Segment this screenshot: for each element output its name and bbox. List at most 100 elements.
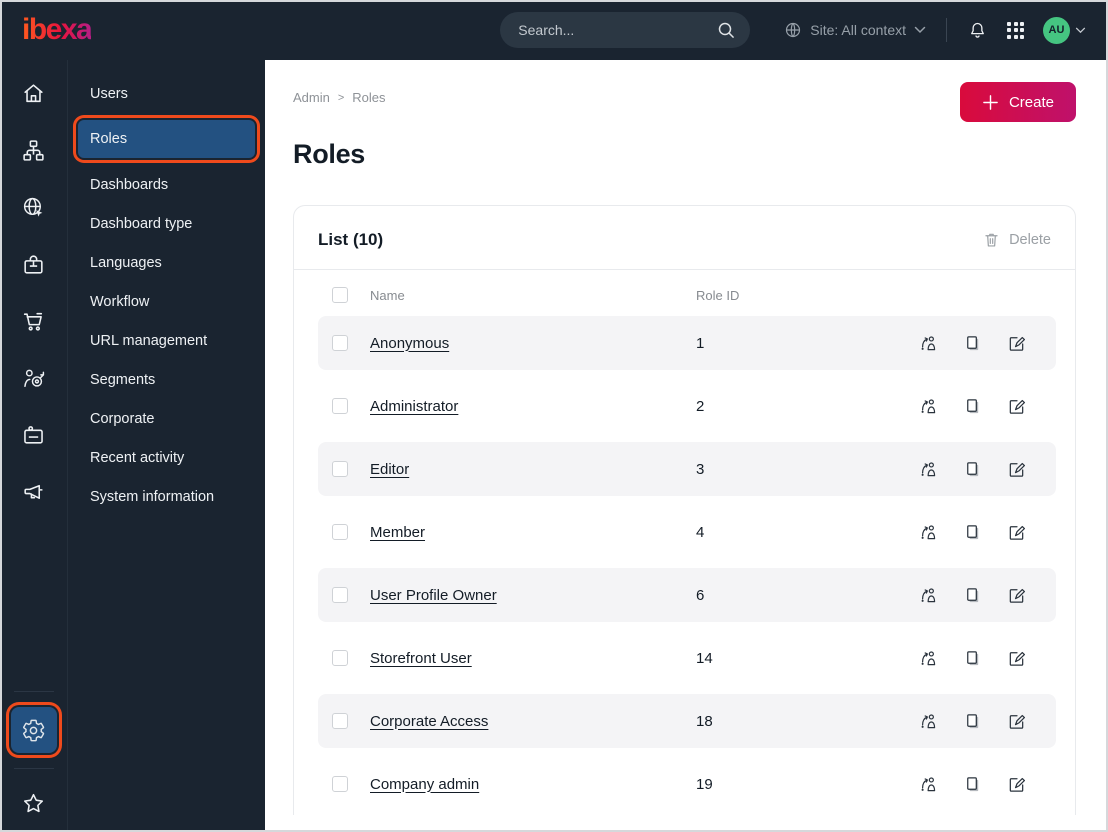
assign-users-icon (919, 649, 938, 668)
sidebar-item-label: Workflow (90, 294, 150, 310)
row-checkbox[interactable] (332, 587, 348, 603)
rail-item-admin-settings[interactable] (10, 707, 57, 753)
edit-icon (1007, 712, 1026, 731)
copy-button[interactable] (963, 460, 982, 479)
assign-users-button[interactable] (919, 334, 938, 353)
sidebar-item[interactable]: URL management (78, 322, 255, 360)
sidebar-item[interactable]: Segments (78, 361, 255, 399)
settings-gear-icon (21, 718, 46, 743)
notifications-button[interactable] (967, 20, 988, 41)
rail-item-marketing[interactable] (14, 476, 54, 509)
copy-button[interactable] (963, 775, 982, 794)
user-menu[interactable]: AU (1043, 16, 1086, 44)
rail-item-product-catalog[interactable] (14, 248, 54, 281)
sidebar-item[interactable]: Languages (78, 244, 255, 282)
copy-button[interactable] (963, 334, 982, 353)
ibexa-logo[interactable]: ibexa (22, 13, 93, 46)
role-name-link[interactable]: Anonymous (370, 334, 450, 352)
sidebar-item[interactable]: Dashboards (78, 166, 255, 204)
assign-users-button[interactable] (919, 775, 938, 794)
select-all-checkbox[interactable] (332, 287, 348, 303)
assign-users-button[interactable] (919, 586, 938, 605)
row-actions (919, 649, 1026, 668)
row-checkbox[interactable] (332, 713, 348, 729)
rail-item-site[interactable] (14, 191, 54, 224)
assign-users-button[interactable] (919, 397, 938, 416)
row-checkbox[interactable] (332, 335, 348, 351)
copy-icon (963, 649, 982, 668)
copy-icon (963, 586, 982, 605)
role-id-cell: 6 (696, 586, 705, 604)
row-checkbox[interactable] (332, 776, 348, 792)
edit-button[interactable] (1007, 334, 1026, 353)
role-name-cell: Editor (370, 461, 696, 478)
row-actions (919, 397, 1026, 416)
role-name-link[interactable]: Member (370, 523, 426, 541)
assign-users-button[interactable] (919, 712, 938, 731)
app-switcher-button[interactable] (1007, 21, 1024, 39)
edit-button[interactable] (1007, 397, 1026, 416)
global-search[interactable] (500, 12, 751, 48)
assign-users-icon (919, 775, 938, 794)
roles-list-card: List (10) Delete Name Role ID (293, 205, 1076, 815)
sidebar-item-label: Segments (90, 372, 156, 388)
role-name-link[interactable]: Administrator (370, 397, 459, 415)
edit-button[interactable] (1007, 712, 1026, 731)
assign-users-button[interactable] (919, 523, 938, 542)
role-name-link[interactable]: Corporate Access (370, 712, 489, 730)
sidebar-item[interactable]: System information (78, 478, 255, 516)
breadcrumb-admin[interactable]: Admin (293, 90, 330, 105)
sidebar-item[interactable]: Users (78, 75, 255, 113)
list-title: List (10) (318, 230, 384, 249)
edit-button[interactable] (1007, 523, 1026, 542)
sidebar-item[interactable]: Corporate (78, 400, 255, 438)
sidebar-item[interactable]: Dashboard type (78, 205, 255, 243)
card-divider (294, 269, 1075, 270)
copy-button[interactable] (963, 397, 982, 416)
create-button[interactable]: Create (959, 82, 1076, 122)
column-header-role-id: Role ID (696, 287, 740, 303)
search-icon[interactable] (716, 20, 736, 40)
copy-button[interactable] (963, 712, 982, 731)
bell-icon (967, 20, 988, 41)
admin-sidebar: Users Roles Dashboards Dashboard type La… (68, 60, 265, 832)
rail-item-home[interactable] (14, 77, 54, 110)
copy-button[interactable] (963, 523, 982, 542)
row-checkbox[interactable] (332, 524, 348, 540)
rail-item-favorites[interactable] (14, 787, 54, 820)
copy-button[interactable] (963, 649, 982, 668)
sidebar-item[interactable]: Workflow (78, 283, 255, 321)
assign-users-icon (919, 586, 938, 605)
row-checkbox[interactable] (332, 398, 348, 414)
assign-users-button[interactable] (919, 649, 938, 668)
copy-icon (963, 712, 982, 731)
edit-icon (1007, 334, 1026, 353)
edit-button[interactable] (1007, 775, 1026, 794)
rail-item-personalization[interactable] (14, 362, 54, 395)
rail-item-commerce[interactable] (14, 305, 54, 338)
rail-item-corporate[interactable] (14, 419, 54, 452)
edit-button[interactable] (1007, 460, 1026, 479)
rail-item-content[interactable] (14, 134, 54, 167)
role-name-link[interactable]: Editor (370, 460, 410, 478)
row-checkbox[interactable] (332, 461, 348, 477)
role-name-link[interactable]: Storefront User (370, 649, 472, 667)
chevron-down-icon (914, 26, 926, 34)
assign-users-button[interactable] (919, 460, 938, 479)
sidebar-item[interactable]: Roles (78, 120, 255, 158)
site-context-selector[interactable]: Site: All context (784, 21, 926, 39)
search-input[interactable] (518, 22, 717, 38)
role-name-link[interactable]: Company admin (370, 775, 480, 793)
copy-button[interactable] (963, 586, 982, 605)
table-row: Storefront User 14 (318, 631, 1056, 685)
row-actions (919, 523, 1026, 542)
role-name-link[interactable]: User Profile Owner (370, 586, 497, 604)
row-checkbox[interactable] (332, 650, 348, 666)
edit-button[interactable] (1007, 586, 1026, 605)
sidebar-item[interactable]: Recent activity (78, 439, 255, 477)
delete-button[interactable]: Delete (983, 231, 1051, 249)
edit-button[interactable] (1007, 649, 1026, 668)
page-title: Roles (293, 139, 366, 169)
assign-users-icon (919, 712, 938, 731)
